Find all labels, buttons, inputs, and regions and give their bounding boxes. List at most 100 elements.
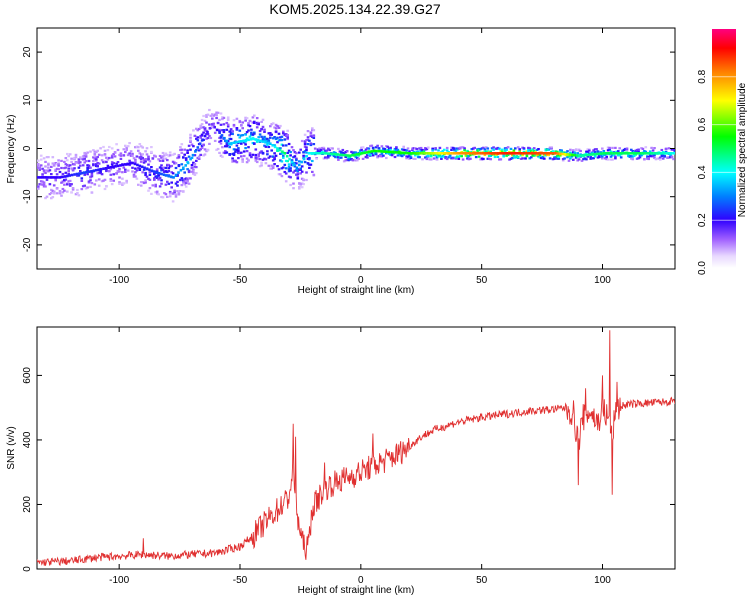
spectrogram-cell: [344, 155, 347, 158]
spectrogram-cell: [282, 144, 285, 147]
spectrogram-cell: [99, 147, 102, 150]
spectrogram-cell: [174, 162, 178, 165]
ridge-cell: [327, 152, 330, 155]
ridge-cell: [90, 169, 93, 173]
x-tick-label: 100: [594, 275, 611, 286]
spectrogram-cell: [257, 121, 260, 125]
spectrogram-cell: [97, 171, 101, 174]
spectrogram-cell: [261, 139, 265, 142]
spectrogram-cell: [590, 157, 594, 160]
x-tick-label: -50: [233, 275, 248, 286]
spectrogram-cell: [132, 175, 136, 178]
spectrogram-cell: [280, 152, 284, 155]
spectrogram-cell: [416, 156, 420, 159]
spectrogram-cell: [602, 153, 606, 157]
spectrogram-cell: [445, 146, 449, 150]
spectrogram-cell: [241, 127, 244, 130]
spectrogram-cell: [429, 155, 433, 158]
spectrogram-cell: [215, 111, 218, 114]
spectrogram-cell: [95, 156, 98, 159]
spectrogram-cell: [139, 184, 143, 187]
spectrogram-cell: [67, 155, 70, 158]
spectrogram-cell: [232, 152, 236, 155]
spectrogram-cell: [109, 179, 113, 182]
y-tick-label: 600: [22, 367, 33, 384]
spectrogram-cell: [382, 147, 385, 150]
spectrogram-cell: [79, 156, 82, 159]
spectrogram-cell: [541, 155, 545, 158]
spectrogram-cell: [255, 117, 259, 120]
spectrogram-cell: [666, 156, 669, 159]
spectrogram-cell: [242, 154, 246, 158]
spectrogram-cell: [670, 148, 674, 151]
spectrogram-cell: [124, 170, 127, 173]
ridge-cell: [186, 161, 190, 165]
ridge-cell: [70, 173, 74, 177]
spectrogram-cell: [186, 177, 189, 181]
spectrogram-cell: [545, 153, 549, 156]
ridge-cell: [165, 174, 168, 177]
spectrogram-cell: [527, 150, 530, 153]
ridge-cell: [310, 152, 313, 155]
spectrogram-cell: [225, 145, 229, 148]
spectrogram-cell: [139, 160, 143, 163]
spectrogram-cell: [232, 119, 236, 122]
spectrogram-cell: [609, 158, 613, 161]
spectrogram-cell: [577, 148, 581, 151]
spectrogram-cell: [258, 151, 262, 154]
spectrogram-cell: [483, 150, 487, 153]
spectrogram-cell: [308, 163, 311, 166]
spectrogram-cell: [337, 158, 340, 161]
spectrogram-cell: [192, 172, 195, 175]
spectrogram-cell: [312, 143, 316, 146]
spectrogram-cell: [250, 156, 253, 159]
spectrogram-cell: [57, 164, 60, 167]
spectrogram-cell: [599, 151, 603, 154]
ridge-cell: [278, 148, 282, 152]
spectrogram-cell: [180, 151, 184, 154]
spectrogram-cell: [521, 157, 524, 160]
spectrogram-cell: [277, 147, 281, 150]
spectrogram-cell: [318, 147, 321, 150]
spectrogram-cell: [39, 180, 43, 183]
spectrogram-cell: [102, 179, 105, 182]
spectrogram-cell: [244, 133, 247, 136]
ridge-cell: [530, 152, 533, 155]
spectrogram-cell: [51, 189, 55, 192]
spectrogram-cell: [282, 130, 285, 133]
ridge-cell: [629, 152, 632, 155]
spectrogram-cell: [147, 155, 150, 158]
spectrogram-cell: [282, 156, 285, 159]
spectrogram-cell: [193, 162, 197, 166]
spectrogram-cell: [528, 147, 532, 150]
spectrogram-cell: [137, 166, 140, 170]
ridge-cell: [653, 152, 656, 155]
spectrogram-cell: [95, 163, 98, 166]
spectrogram-cell: [643, 158, 646, 161]
spectrogram-cell: [103, 187, 107, 191]
spectrogram-cell: [535, 148, 539, 151]
spectrogram-cell: [313, 147, 317, 150]
spectrogram-cell: [150, 166, 153, 169]
spectrogram-cell: [535, 154, 539, 157]
spectrogram-cell: [81, 158, 85, 161]
ridge-cell: [363, 151, 366, 155]
ridge-cell: [375, 149, 378, 153]
spectrogram-cell: [50, 188, 53, 191]
spectrogram-cell: [537, 155, 540, 158]
spectrogram-cell: [66, 190, 69, 193]
spectrogram-cell: [614, 157, 617, 160]
spectrogram-cell: [284, 159, 288, 162]
spectrogram-cell: [154, 183, 157, 186]
spectrogram-cell: [225, 128, 229, 131]
spectrogram-cell: [70, 160, 73, 163]
spectrogram-cell: [619, 156, 623, 159]
spectrogram-cell: [266, 153, 269, 156]
spectrogram-cell: [547, 154, 550, 157]
spectrogram-cell: [138, 167, 142, 170]
spectrogram-cell: [139, 153, 143, 156]
x-tick-label: 100: [594, 575, 611, 586]
spectrogram-cell: [39, 164, 43, 167]
spectrogram-cell: [466, 157, 469, 160]
